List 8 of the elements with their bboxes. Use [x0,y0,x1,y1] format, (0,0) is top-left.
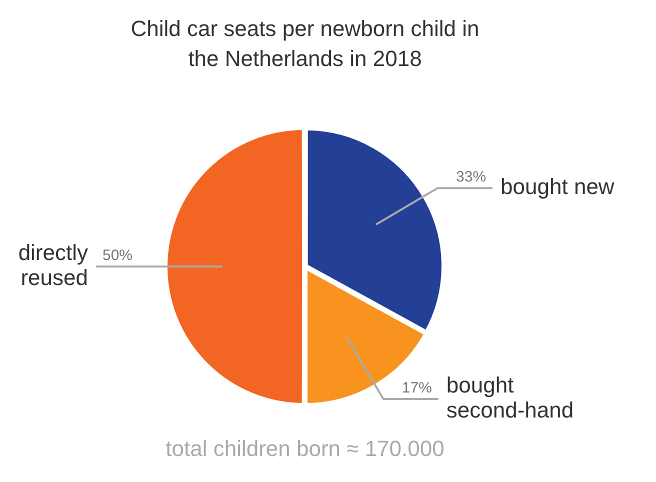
slice-label: bought second-hand [446,372,574,423]
data-label: 17% [402,380,432,397]
slice-label: directly reused [18,240,88,290]
chart-title: Child car seats per newborn child in the Netherlands in 2018 [130,16,480,72]
data-label: 50% [102,247,133,264]
text: total children born ≈ 170.000 [166,436,444,462]
data-label: 33% [456,168,486,186]
slice-label: bought new [500,174,614,200]
